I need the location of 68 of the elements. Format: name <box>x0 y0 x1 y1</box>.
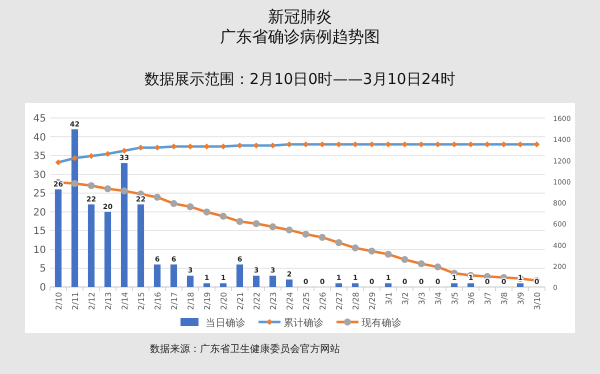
y-tick-label: 45 <box>33 114 46 124</box>
x-tick-label: 3/5 <box>450 292 460 305</box>
bar <box>286 279 293 287</box>
x-tick-label: 2/28 <box>351 292 360 310</box>
bar <box>352 283 359 287</box>
x-tick-label: 3/1 <box>384 292 394 305</box>
y-tick-label: 5 <box>40 264 46 275</box>
bar <box>450 283 458 287</box>
y-tick-label: 15 <box>33 226 46 238</box>
x-tick-label: 2/14 <box>120 292 130 310</box>
x-tick-label: 3/2 <box>400 292 410 305</box>
y-tick-label: 20 <box>33 207 46 218</box>
source-note: 数据来源：广东省卫生健康委员会官方网站 <box>150 343 340 355</box>
x-tick-label: 2/25 <box>302 292 311 310</box>
legend-label: 现有确诊 <box>362 317 402 329</box>
y-tick-label: 40 <box>33 132 46 144</box>
y-tick-label: 25 <box>33 188 46 200</box>
x-tick-label: 2/17 <box>170 292 179 310</box>
bar <box>516 283 524 287</box>
x-tick-label: 2/13 <box>104 292 113 310</box>
x-tick-label: 2/15 <box>136 292 146 310</box>
legend-label: 累计确诊 <box>284 317 324 329</box>
x-tick-label: 2/23 <box>268 292 278 310</box>
bar <box>220 283 227 287</box>
bar <box>186 276 194 287</box>
y-tick-label: 35 <box>33 151 46 162</box>
x-tick-label: 2/16 <box>153 292 162 310</box>
y-tick-label: 10 <box>33 244 46 256</box>
bar <box>154 264 161 287</box>
x-tick-label: 2/22 <box>252 292 262 310</box>
legend-label: 当日确诊 <box>206 317 246 329</box>
bar <box>71 129 78 287</box>
text: 数据展示范围：2月10日0时——3月10日24时 <box>144 70 456 88</box>
x-tick-label: 2/20 <box>219 292 228 310</box>
bar <box>170 264 178 287</box>
y-tick-label: 0 <box>40 282 46 294</box>
x-tick-label: 2/21 <box>236 292 245 310</box>
x-tick-label: 2/11 <box>70 292 80 310</box>
x-tick-label: 2/18 <box>186 292 196 310</box>
x-tick-label: 3/9 <box>516 292 526 305</box>
bar <box>120 163 128 287</box>
bar <box>384 283 392 287</box>
x-tick-label: 2/10 <box>54 292 64 310</box>
bar <box>252 276 260 287</box>
bar <box>467 283 474 287</box>
x-tick-label: 2/27 <box>334 292 344 310</box>
chart-subtitle: 广东省确诊病例趋势图 <box>220 27 380 46</box>
x-tick-label: 3/3 <box>417 292 426 305</box>
bar <box>335 283 342 287</box>
x-tick-label: 2/12 <box>87 292 96 310</box>
x-tick-label: 2/24 <box>285 292 294 310</box>
y-tick-label: 30 <box>33 170 46 181</box>
chart-title: 新冠肺炎 <box>268 7 332 26</box>
bar <box>137 204 144 287</box>
bar <box>269 276 276 287</box>
bar <box>54 189 62 287</box>
x-tick-label: 2/19 <box>202 292 212 310</box>
x-tick-label: 3/10 <box>532 292 542 310</box>
x-tick-label: 2/26 <box>318 292 328 310</box>
x-tick-label: 3/8 <box>500 292 509 305</box>
x-tick-label: 3/7 <box>483 292 492 305</box>
x-tick-label: 3/4 <box>434 292 443 305</box>
x-tick-label: 3/6 <box>466 292 476 305</box>
x-tick-label: 2/29 <box>368 292 377 310</box>
bar <box>104 212 112 287</box>
bar <box>88 204 95 287</box>
bar <box>203 283 210 287</box>
bar <box>236 264 244 287</box>
